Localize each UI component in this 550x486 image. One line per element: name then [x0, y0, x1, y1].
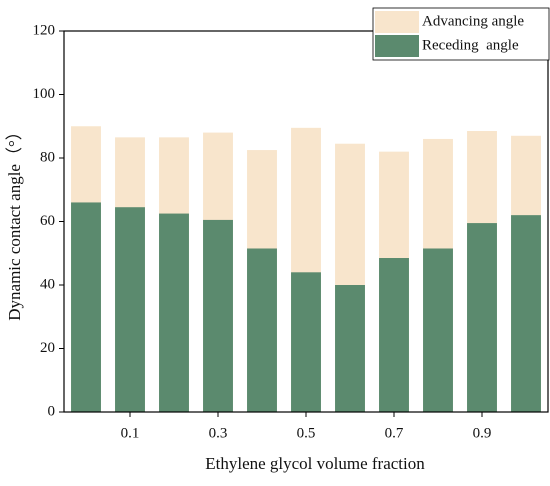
- bar: [71, 202, 101, 412]
- y-tick-label: 80: [40, 149, 55, 165]
- bar: [291, 272, 321, 412]
- bar: [203, 219, 233, 412]
- bar: [511, 215, 541, 412]
- y-tick-label: 100: [33, 86, 56, 102]
- y-tick-label: 120: [33, 22, 56, 38]
- bar: [115, 207, 145, 412]
- x-axis-label: Ethylene glycol volume fraction: [205, 454, 425, 473]
- x-tick-label: 0.7: [385, 425, 404, 441]
- x-tick-label: 0.5: [297, 425, 316, 441]
- bar: [335, 285, 365, 412]
- x-tick-label: 0.3: [209, 425, 228, 441]
- x-tick-label: 0.9: [473, 425, 492, 441]
- y-tick-label: 20: [40, 340, 55, 356]
- bar: [379, 258, 409, 412]
- legend-label: Advancing angle: [422, 13, 524, 29]
- bar: [467, 223, 497, 412]
- bar: [247, 248, 277, 412]
- y-tick-label: 0: [48, 403, 56, 419]
- x-tick-label: 0.1: [121, 425, 140, 441]
- bar: [423, 248, 453, 412]
- legend-swatch: [375, 35, 419, 57]
- legend-label: Receding angle: [422, 37, 519, 53]
- legend-swatch: [375, 11, 419, 33]
- y-axis-label: Dynamic contact angle（°）: [5, 123, 24, 321]
- y-tick-label: 60: [40, 213, 55, 229]
- y-tick-label: 40: [40, 276, 55, 292]
- bar: [159, 213, 189, 412]
